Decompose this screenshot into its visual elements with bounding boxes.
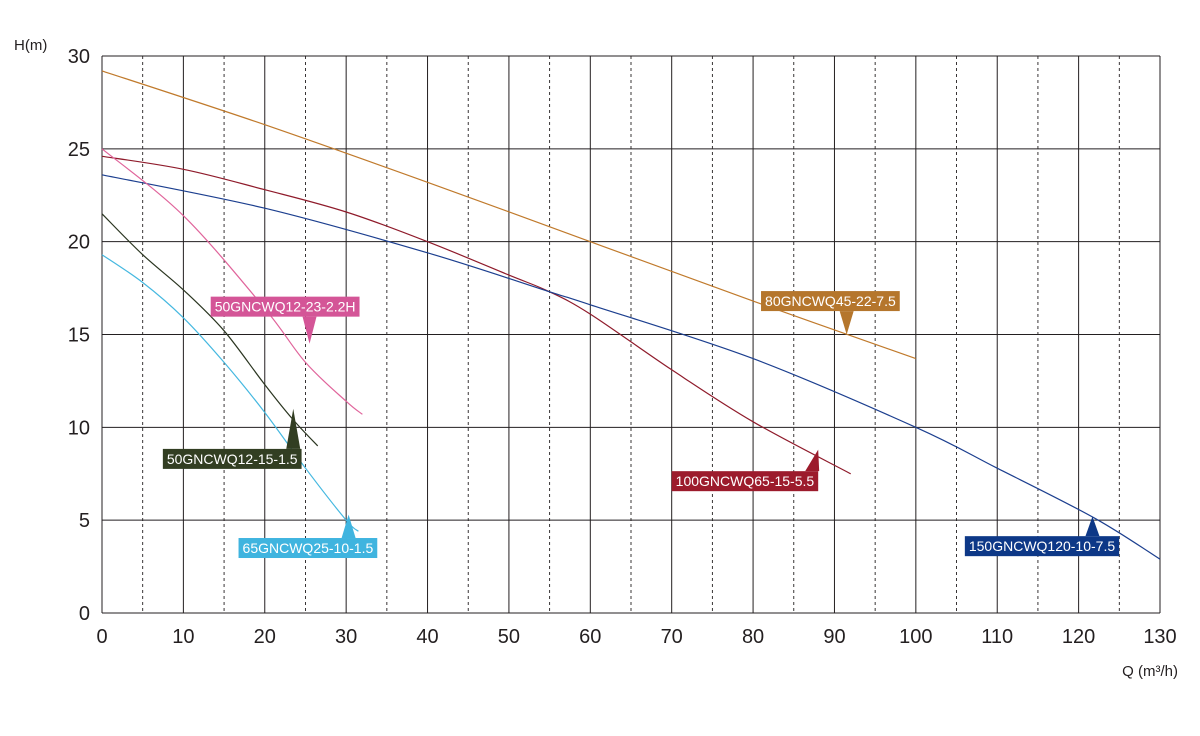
x-tick-label: 120 — [1062, 626, 1095, 648]
series-line-4 — [101, 213, 319, 447]
x-tick-label: 100 — [899, 626, 932, 648]
series-label-pointer — [839, 311, 854, 335]
x-tick-label: 60 — [579, 626, 601, 648]
series-label-3: 100GNCWQ65-15-5.5 — [671, 449, 820, 492]
y-tick-label: 30 — [68, 46, 90, 68]
series-label-box — [761, 291, 900, 312]
series-label-box — [210, 296, 360, 317]
series-label-box — [964, 536, 1120, 557]
series-line-1 — [101, 155, 851, 475]
series-label-pointer — [1085, 516, 1100, 537]
x-tick-label: 0 — [96, 626, 107, 648]
y-axis-label: H(m) — [14, 37, 47, 54]
y-tick-label: 5 — [79, 510, 90, 532]
y-tick-label: 25 — [68, 139, 90, 161]
grid — [101, 55, 1161, 614]
series-label-pointer — [286, 408, 301, 449]
x-tick-label: 70 — [661, 626, 683, 648]
x-tick-label: 10 — [172, 626, 194, 648]
x-tick-label: 90 — [823, 626, 845, 648]
x-axis-label: Q (m³/h) — [1122, 663, 1178, 680]
x-tick-label: 20 — [254, 626, 276, 648]
series-label-0: 50GNCWQ12-23-2.2H — [210, 296, 360, 344]
series-label-pointer — [805, 449, 820, 472]
series-label-text: 50GNCWQ12-23-2.2H — [215, 299, 356, 315]
series-label-4: 65GNCWQ25-10-1.5 — [238, 514, 378, 559]
series-label-pointer — [341, 514, 356, 539]
x-tick-label: 30 — [335, 626, 357, 648]
x-tick-label: 50 — [498, 626, 520, 648]
x-tick-label: 40 — [416, 626, 438, 648]
series-label-box — [162, 448, 302, 469]
series-label-text: 65GNCWQ25-10-1.5 — [243, 540, 374, 556]
y-tick-label: 10 — [68, 417, 90, 439]
series-label-1: 80GNCWQ45-22-7.5 — [761, 291, 900, 335]
series-label-5: 150GNCWQ120-10-7.5 — [964, 516, 1120, 557]
x-tick-label: 130 — [1143, 626, 1176, 648]
series-label-text: 80GNCWQ45-22-7.5 — [765, 293, 896, 309]
series-line-2 — [101, 174, 1161, 560]
y-tick-label: 20 — [68, 232, 90, 254]
series-label-box — [671, 471, 819, 492]
series-label-2: 50GNCWQ12-15-1.5 — [162, 408, 302, 469]
annotations: 50GNCWQ12-23-2.2H 80GNCWQ45-22-7.5 50GNCWQ… — [162, 291, 1120, 559]
x-tick-label: 80 — [742, 626, 764, 648]
series-label-text: 50GNCWQ12-15-1.5 — [167, 451, 298, 467]
series-label-text: 150GNCWQ120-10-7.5 — [969, 538, 1116, 554]
y-tick-label: 0 — [79, 603, 90, 625]
x-tick-label: 110 — [981, 626, 1013, 648]
y-tick-label: 15 — [68, 325, 90, 347]
series-label-box — [238, 538, 378, 559]
series-line-5 — [101, 254, 359, 532]
series-label-pointer — [302, 316, 317, 344]
axes: H(m) Q (m³/h) 0 10 20 30 40 50 60 70 80 90 100 110 1… — [14, 37, 1178, 680]
series-label-text: 100GNCWQ65-15-5.5 — [676, 473, 815, 489]
